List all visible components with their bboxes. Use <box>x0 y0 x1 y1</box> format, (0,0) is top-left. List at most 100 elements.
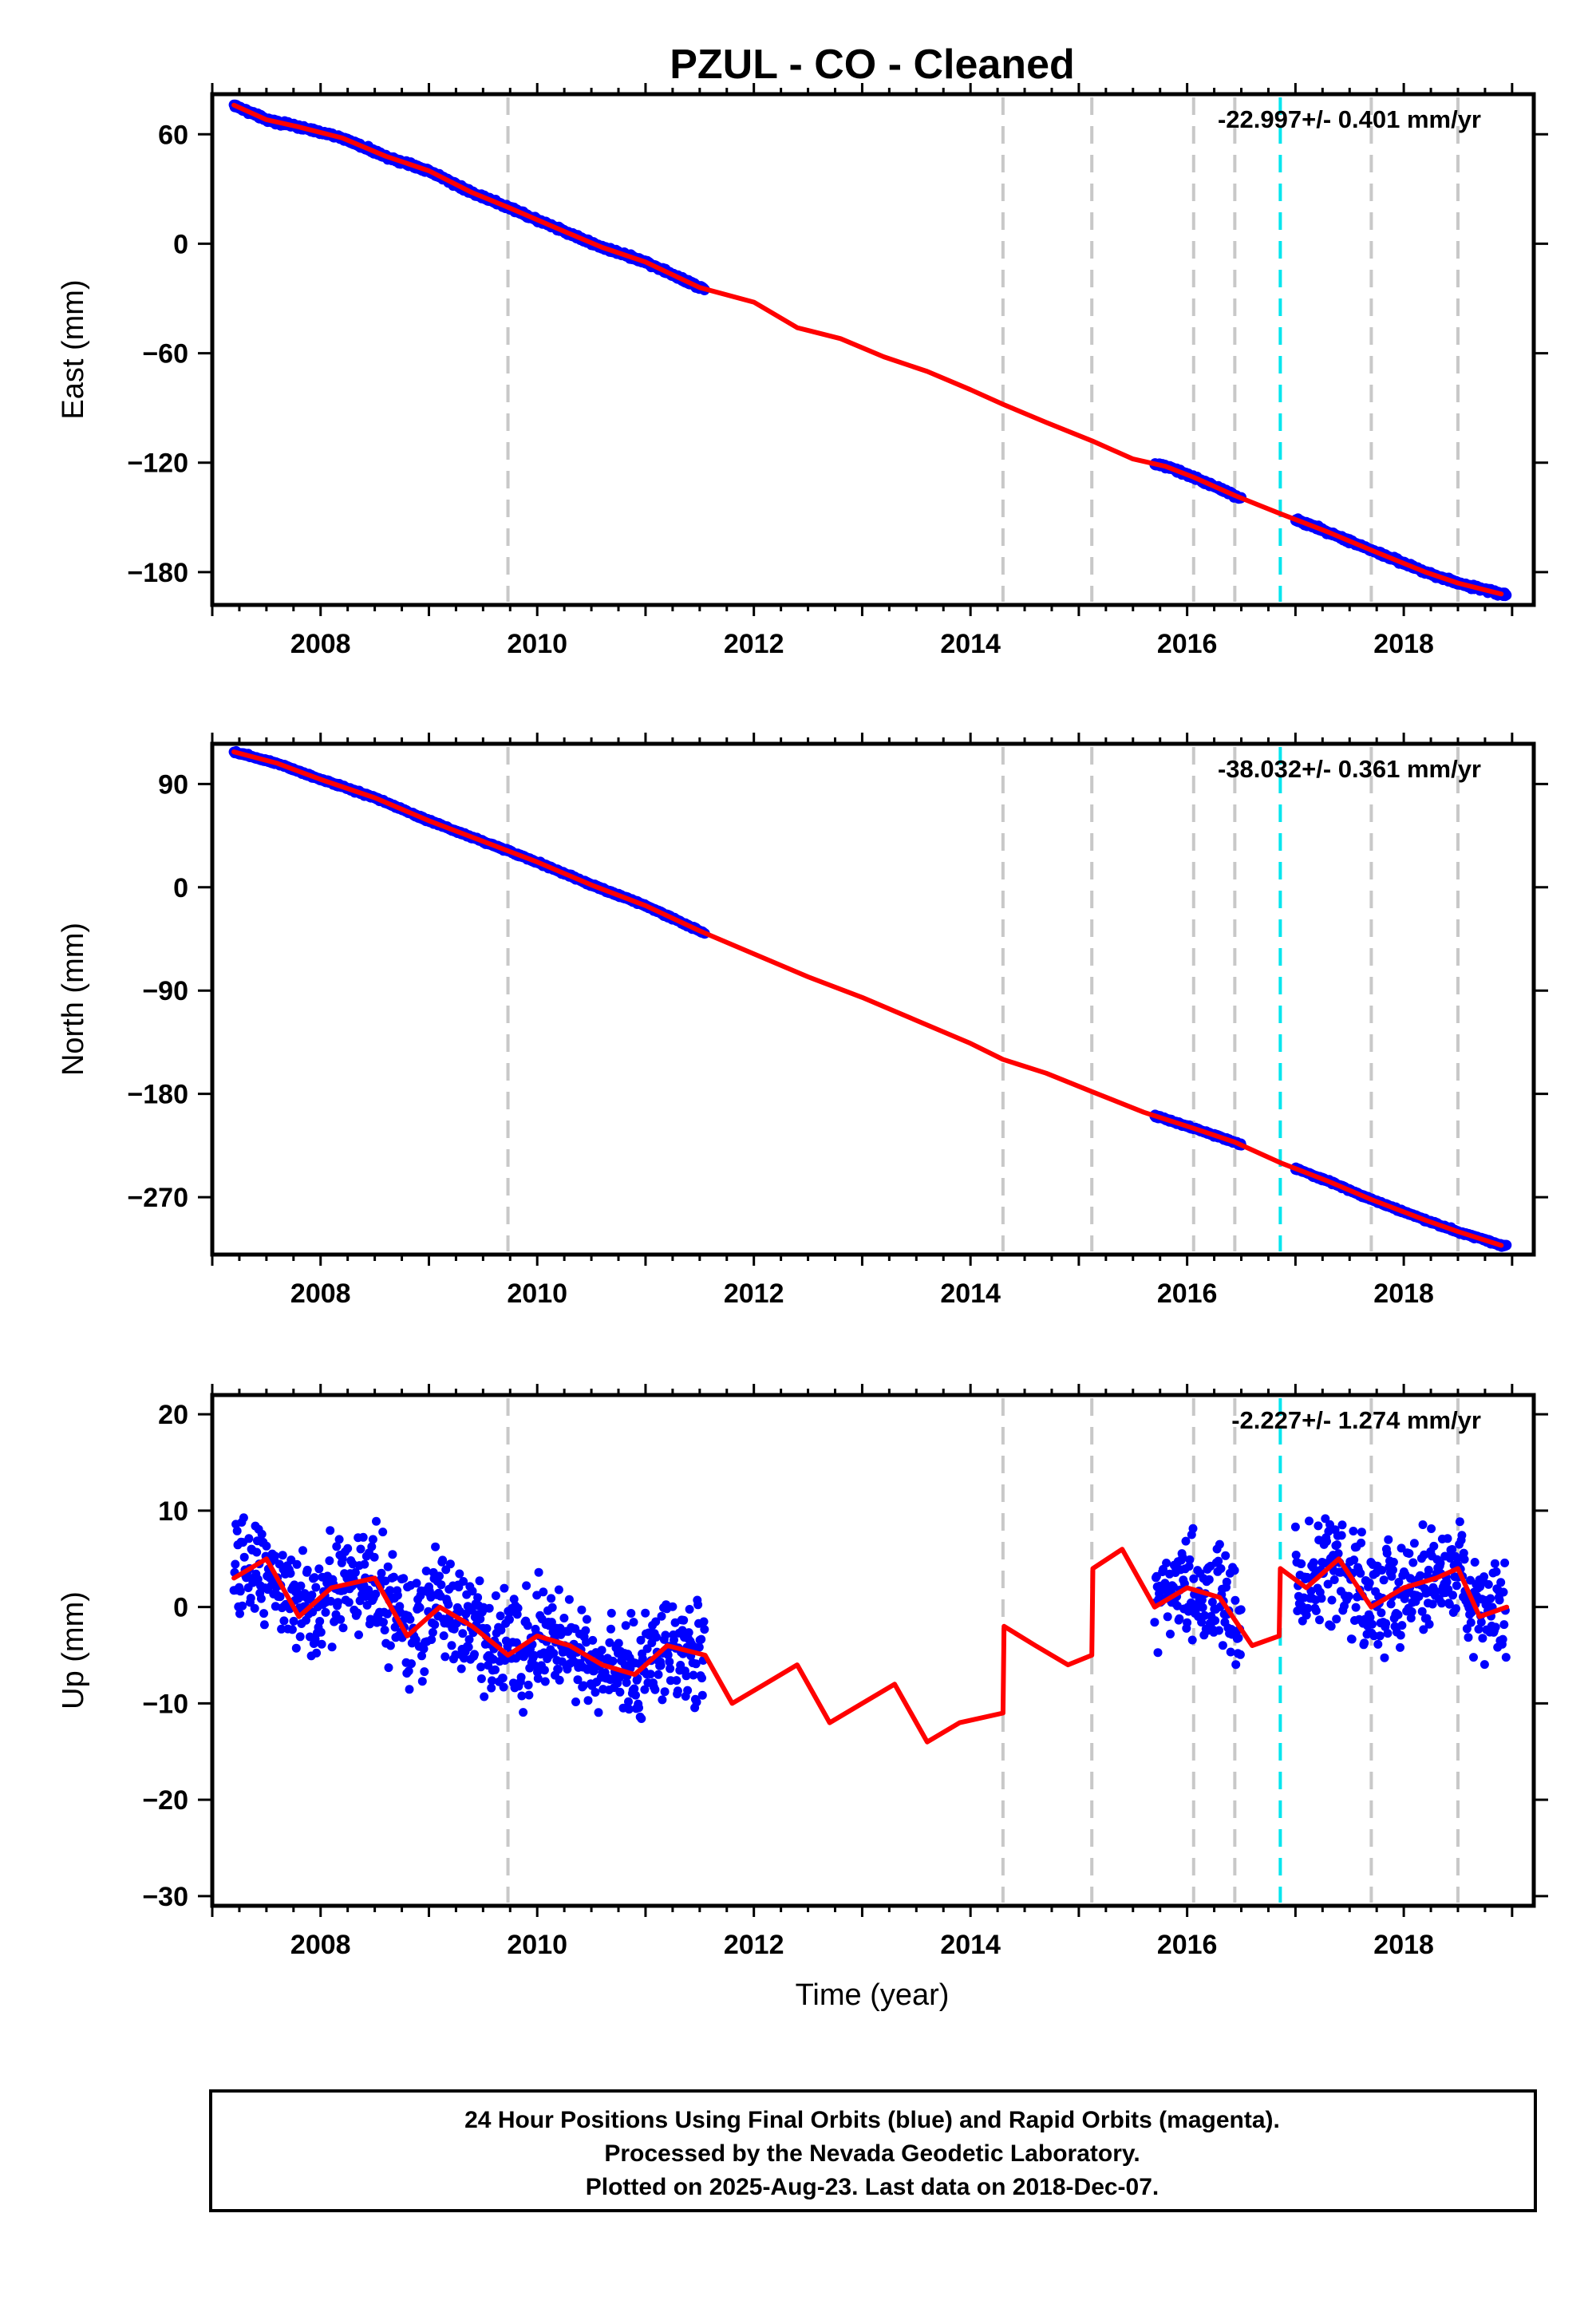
data-point <box>1373 1639 1383 1649</box>
data-point <box>334 1598 342 1607</box>
data-point <box>679 1615 689 1625</box>
data-point <box>1344 1591 1353 1601</box>
data-point <box>1337 1531 1346 1540</box>
data-point <box>1429 1541 1439 1551</box>
data-point <box>314 1564 324 1574</box>
data-point <box>513 1603 523 1613</box>
data-point <box>430 1620 440 1630</box>
data-point <box>700 1625 709 1634</box>
data-point <box>235 1587 245 1596</box>
data-point <box>307 1591 317 1600</box>
data-point <box>1198 1603 1207 1612</box>
data-point <box>1185 1555 1195 1564</box>
data-point <box>1235 1650 1245 1659</box>
data-point <box>271 1551 279 1561</box>
data-point <box>588 1635 598 1645</box>
data-point <box>325 1556 334 1566</box>
data-point <box>428 1628 437 1637</box>
data-point <box>1470 1558 1479 1567</box>
data-point <box>444 1599 453 1609</box>
data-point <box>1163 1612 1172 1622</box>
data-point <box>634 1703 643 1713</box>
data-point <box>1231 1660 1241 1670</box>
data-point <box>554 1665 563 1674</box>
y-tick-label: −90 <box>142 976 188 1006</box>
x-tick-label: 2010 <box>507 1279 567 1309</box>
data-point <box>496 1611 505 1621</box>
data-point <box>668 1602 678 1611</box>
data-point <box>1337 1520 1347 1530</box>
data-point <box>1349 1555 1359 1565</box>
data-point <box>1166 1630 1175 1638</box>
y-axis-label: East (mm) <box>57 279 90 419</box>
data-point <box>431 1542 440 1551</box>
data-point <box>343 1543 353 1553</box>
data-point <box>317 1639 326 1649</box>
data-point <box>388 1550 397 1559</box>
data-point <box>498 1674 508 1683</box>
data-point <box>621 1621 630 1630</box>
data-point <box>650 1685 660 1694</box>
data-point <box>1230 1566 1239 1575</box>
data-point <box>699 1617 709 1626</box>
data-point <box>1384 1535 1393 1544</box>
data-point <box>296 1581 306 1591</box>
data-point <box>1222 1577 1231 1587</box>
data-point <box>405 1685 414 1694</box>
data-point <box>606 1624 615 1634</box>
x-tick-label: 2008 <box>290 1279 351 1309</box>
data-point <box>1365 1579 1374 1587</box>
data-point <box>693 1600 703 1610</box>
data-point <box>1357 1538 1366 1547</box>
data-point <box>516 1673 526 1682</box>
data-point <box>1327 1595 1337 1605</box>
data-point <box>336 1614 346 1624</box>
data-point <box>1309 1558 1318 1567</box>
y-tick-label: −120 <box>127 449 188 479</box>
data-point <box>302 1565 312 1575</box>
data-point <box>658 1695 667 1705</box>
data-point <box>571 1697 580 1706</box>
data-point <box>1368 1619 1377 1629</box>
data-points <box>229 1513 1511 1723</box>
data-point <box>257 1529 267 1539</box>
data-point <box>673 1686 682 1696</box>
data-point <box>399 1574 409 1583</box>
data-point <box>594 1708 603 1717</box>
data-point <box>1476 1618 1486 1627</box>
data-point <box>473 1593 483 1603</box>
data-point <box>1427 1524 1436 1533</box>
data-point <box>286 1569 295 1578</box>
data-point <box>597 1646 606 1655</box>
data-point <box>1404 1549 1414 1558</box>
data-point <box>1382 1548 1392 1558</box>
data-point <box>289 1616 298 1626</box>
data-point <box>315 1617 325 1626</box>
data-point <box>1360 1638 1369 1648</box>
data-point <box>637 1714 646 1723</box>
data-point <box>1234 1633 1243 1642</box>
data-point <box>1187 1635 1197 1645</box>
data-point <box>1469 1653 1478 1662</box>
data-point <box>480 1692 489 1701</box>
data-point <box>1418 1520 1428 1529</box>
data-point <box>338 1623 348 1633</box>
data-point <box>316 1627 326 1637</box>
data-point <box>393 1591 402 1600</box>
x-tick-label: 2018 <box>1373 629 1434 659</box>
data-point <box>1329 1575 1339 1584</box>
data-point <box>344 1598 354 1607</box>
data-point <box>1183 1618 1192 1627</box>
data-point <box>356 1544 365 1554</box>
data-point <box>656 1661 666 1670</box>
data-point <box>534 1567 543 1577</box>
data-point <box>470 1650 479 1659</box>
data-point <box>334 1535 344 1544</box>
data-point <box>1236 1605 1246 1614</box>
y-tick-label: 90 <box>158 769 188 800</box>
data-point <box>697 1690 707 1700</box>
data-point <box>321 1607 330 1617</box>
y-tick-label: −180 <box>127 1080 188 1110</box>
data-point <box>259 1620 269 1630</box>
